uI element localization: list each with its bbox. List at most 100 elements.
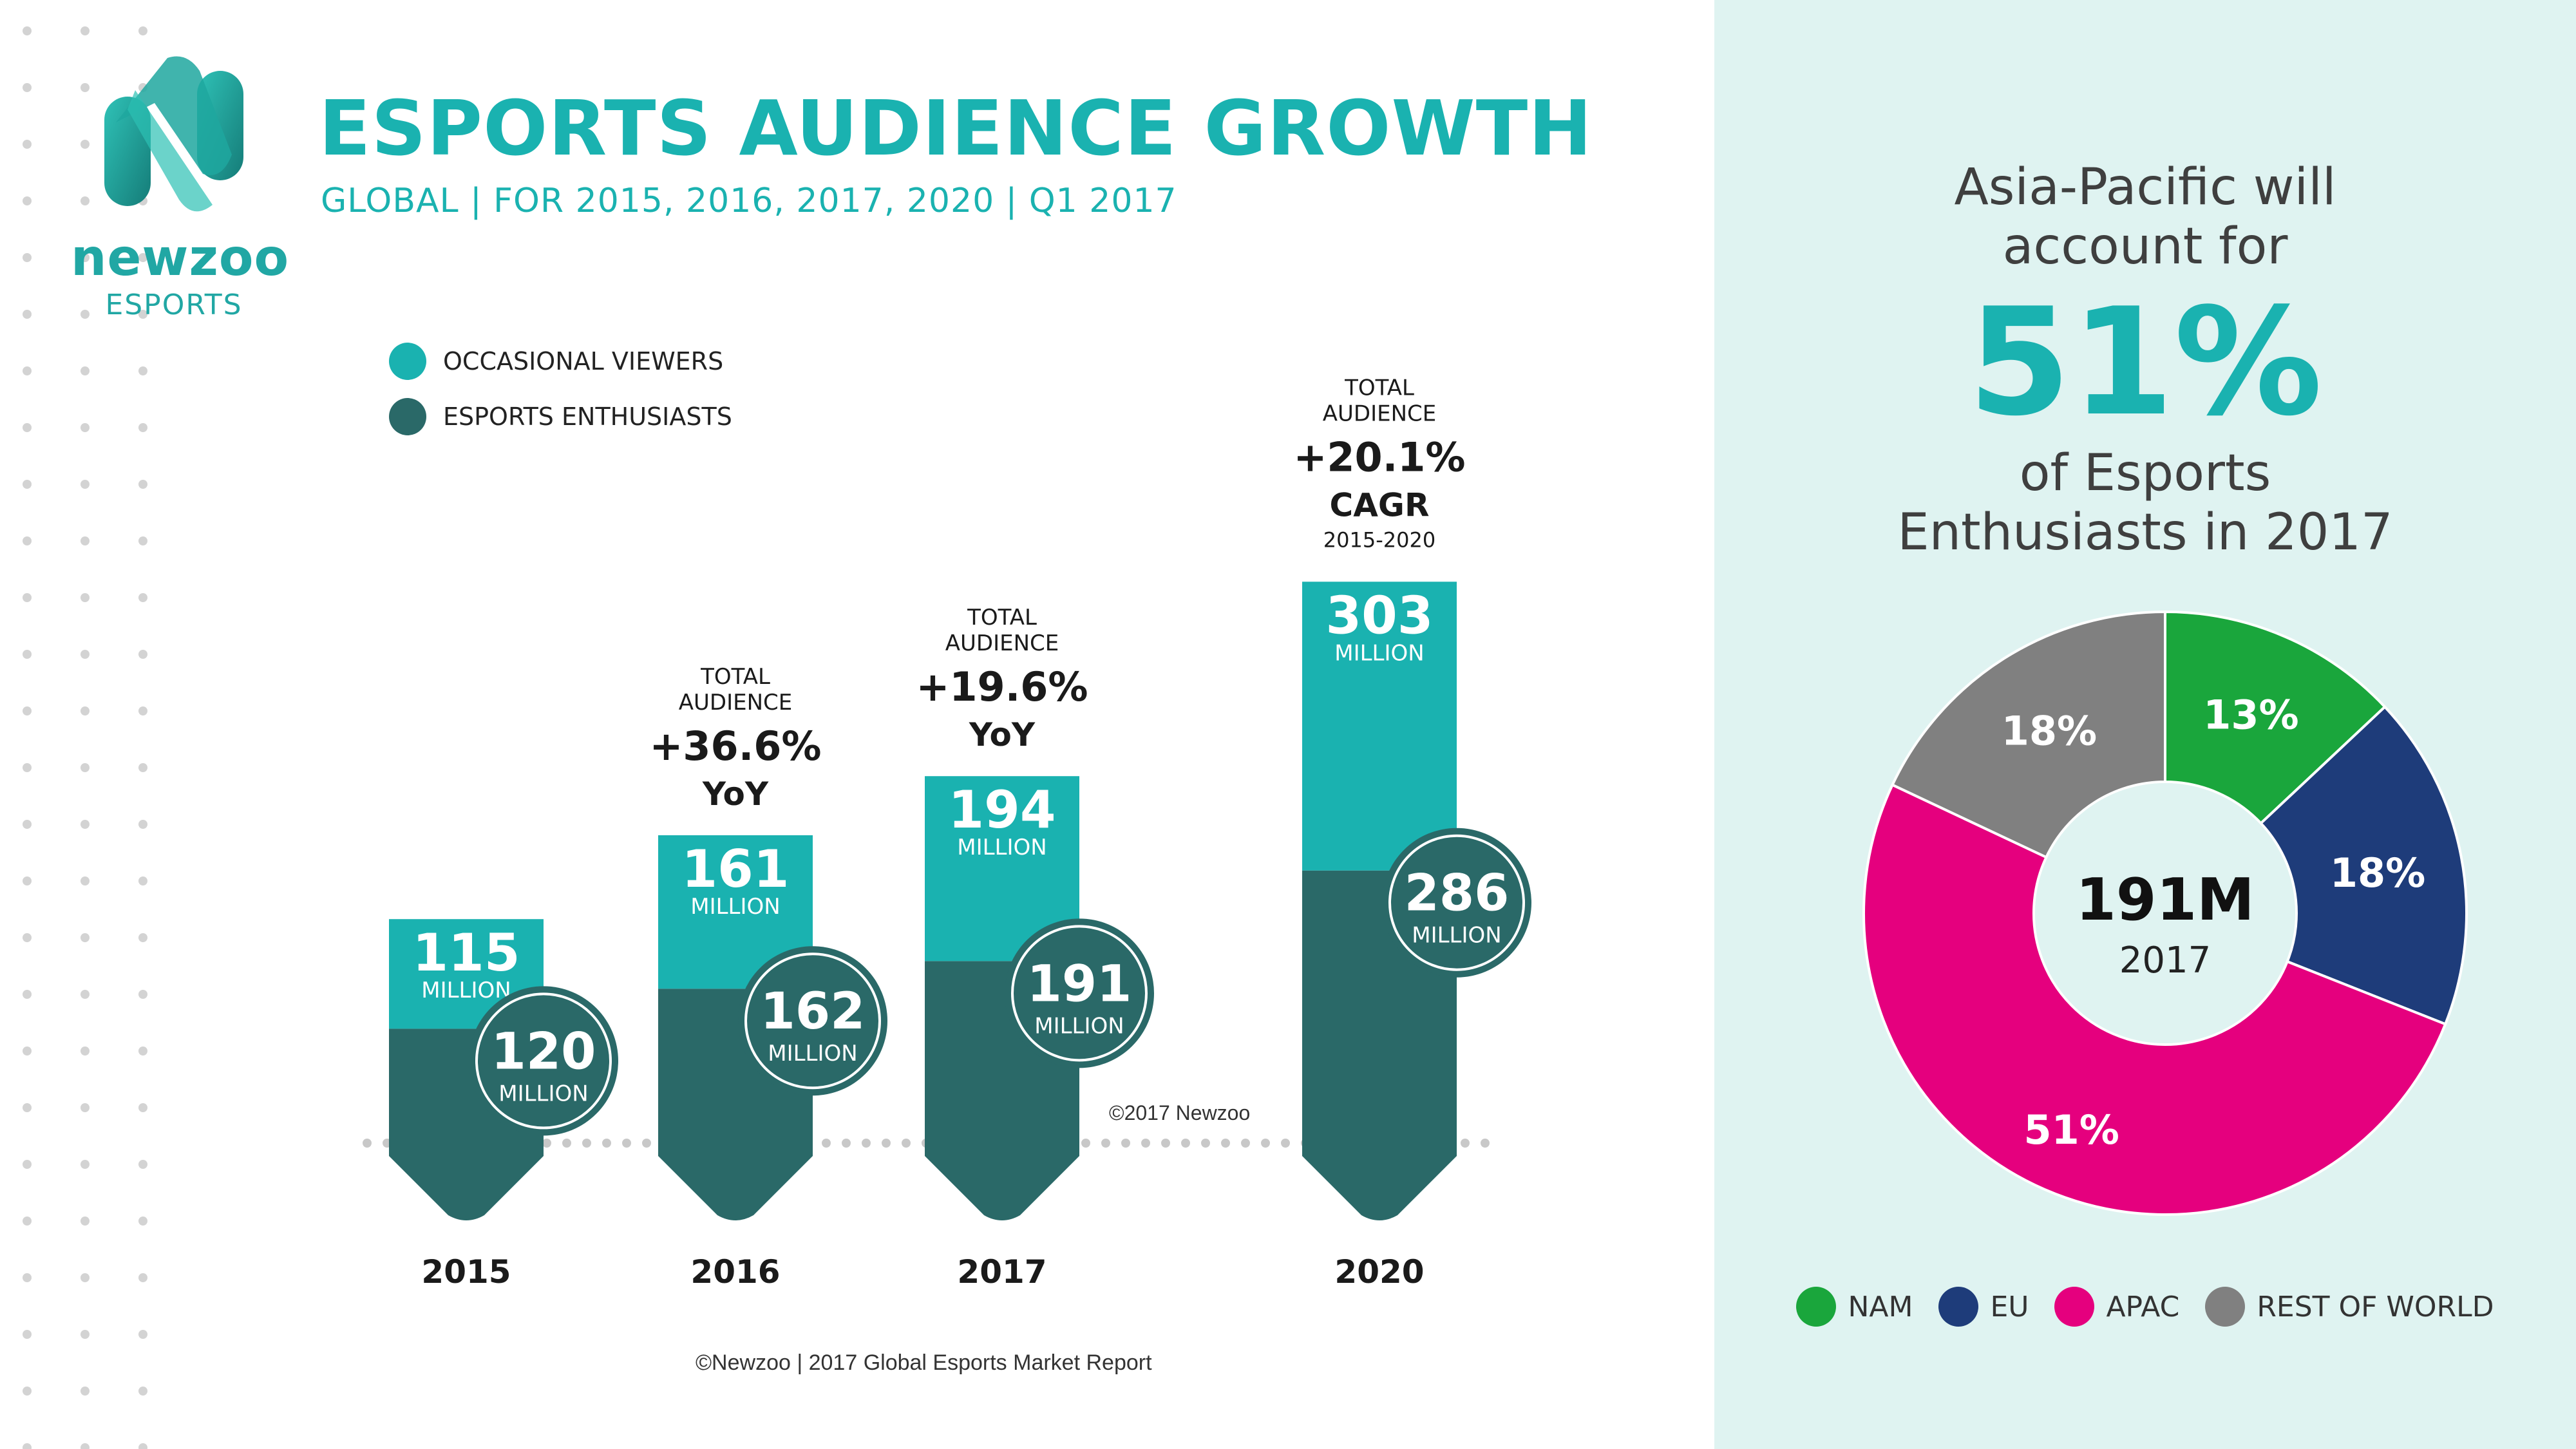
grid-dot (23, 1273, 32, 1282)
grid-dot (80, 480, 90, 489)
grid-dot (80, 1273, 90, 1282)
legend-item-eu: EU (1938, 1287, 2029, 1327)
grid-dot (80, 83, 90, 92)
legend-item-enthusiasts: ESPORTS ENTHUSIASTS (389, 389, 732, 444)
legend-item-occasional: OCCASIONAL VIEWERS (389, 334, 732, 389)
baseline-dot (1481, 1139, 1490, 1148)
grid-dot (23, 83, 32, 92)
unit-label-enthusiasts: MILLION (498, 1081, 588, 1106)
bar-arrow-tip (389, 1143, 544, 1220)
bar-arrow-tip (1302, 1143, 1457, 1220)
unit-label-enthusiasts: MILLION (1034, 1013, 1124, 1039)
grid-dot (138, 1273, 147, 1282)
value-label-enthusiasts: 120 (491, 1023, 596, 1081)
enthusiasts-badge (738, 946, 887, 1096)
baseline-dot (363, 1139, 372, 1148)
unit-label-occasional: MILLION (690, 894, 780, 920)
baseline-dot (1461, 1139, 1470, 1148)
x-tick-label: 2016 (690, 1253, 780, 1291)
grid-dot (138, 1387, 147, 1396)
grid-dot (23, 366, 32, 375)
grid-dot (138, 536, 147, 545)
legend-label-eu: EU (1990, 1290, 2029, 1323)
baseline-dot (842, 1139, 851, 1148)
enthusiasts-badge (1382, 828, 1531, 978)
grid-dot (23, 480, 32, 489)
callout-line-3: of Esports (2019, 444, 2271, 502)
annotation-growth-type: CAGR (1330, 486, 1430, 524)
grid-dot (80, 536, 90, 545)
grid-dot (80, 1330, 90, 1339)
baseline-dot (1121, 1139, 1130, 1148)
value-label-enthusiasts: 191 (1027, 955, 1132, 1013)
grid-dot (138, 933, 147, 942)
page-title: ESPORTS AUDIENCE GROWTH (319, 84, 1593, 173)
grid-dot (23, 933, 32, 942)
baseline-dot (622, 1139, 631, 1148)
value-label-enthusiasts: 162 (761, 983, 866, 1041)
grid-dot (138, 310, 147, 319)
grid-dot (80, 1443, 90, 1449)
grid-dot (138, 253, 147, 262)
legend-swatch-eu (1938, 1287, 1979, 1327)
grid-dot (80, 820, 90, 829)
baseline-dot (542, 1139, 551, 1148)
donut-legend: NAM EU APAC REST OF WORLD (1714, 1287, 2576, 1327)
unit-label-occasional: MILLION (1334, 640, 1424, 666)
legend-label-occasional: OCCASIONAL VIEWERS (443, 347, 724, 375)
enthusiasts-badge-ring (1011, 925, 1148, 1062)
legend-label-enthusiasts: ESPORTS ENTHUSIASTS (443, 402, 732, 431)
bar-occasional-2020 (1302, 582, 1457, 871)
grid-dot (80, 1160, 90, 1169)
grid-dot (23, 650, 32, 659)
grid-dot (23, 1160, 32, 1169)
grid-dot (23, 253, 32, 262)
grid-dot (80, 706, 90, 715)
baseline-dot (822, 1139, 831, 1148)
grid-dot (23, 706, 32, 715)
baseline-dot (862, 1139, 871, 1148)
grid-dot (80, 1046, 90, 1056)
grid-dot (138, 706, 147, 715)
grid-dot (80, 253, 90, 262)
legend-label-apac: APAC (2106, 1290, 2180, 1323)
enthusiasts-badge-ring (744, 952, 881, 1090)
legend-swatch-row (2205, 1287, 2246, 1327)
annotation-growth-type: YoY (969, 716, 1036, 753)
dot-grid-decoration (23, 26, 147, 1449)
legend-swatch-enthusiasts (389, 398, 426, 435)
grid-dot (138, 1046, 147, 1056)
legend-swatch-nam (1796, 1287, 1837, 1327)
grid-dot (138, 1160, 147, 1169)
grid-dot (138, 366, 147, 375)
grid-dot (138, 990, 147, 999)
grid-dot (80, 423, 90, 432)
baseline-dot (902, 1139, 911, 1148)
newzoo-logo: newzoo ESPORTS (71, 52, 289, 335)
grid-dot (23, 763, 32, 772)
legend-swatch-apac (2054, 1287, 2095, 1327)
baseline-dot (1261, 1139, 1270, 1148)
apac-callout: Asia-Pacific will account for 51% of Esp… (1714, 158, 2576, 562)
baseline-dot (1141, 1139, 1150, 1148)
grid-dot (23, 1217, 32, 1226)
legend-item-nam: NAM (1796, 1287, 1913, 1327)
unit-label-enthusiasts: MILLION (768, 1041, 857, 1066)
grid-dot (23, 536, 32, 545)
baseline-dot (1081, 1139, 1090, 1148)
grid-dot (80, 1217, 90, 1226)
bar-arrow-tip (658, 1143, 813, 1220)
grid-dot (80, 1387, 90, 1396)
grid-dot (23, 1046, 32, 1056)
baseline-dot (602, 1139, 611, 1148)
grid-dot (138, 593, 147, 602)
callout-percentage: 51% (1967, 277, 2323, 449)
baseline-dot (1241, 1139, 1250, 1148)
grid-dot (80, 26, 90, 35)
grid-dot (23, 26, 32, 35)
annotation-label-line1: TOTAL (1344, 375, 1414, 401)
grid-dot (138, 1330, 147, 1339)
value-label-occasional: 194 (949, 780, 1056, 840)
grid-dot (23, 820, 32, 829)
enthusiasts-badge-ring (475, 992, 612, 1130)
